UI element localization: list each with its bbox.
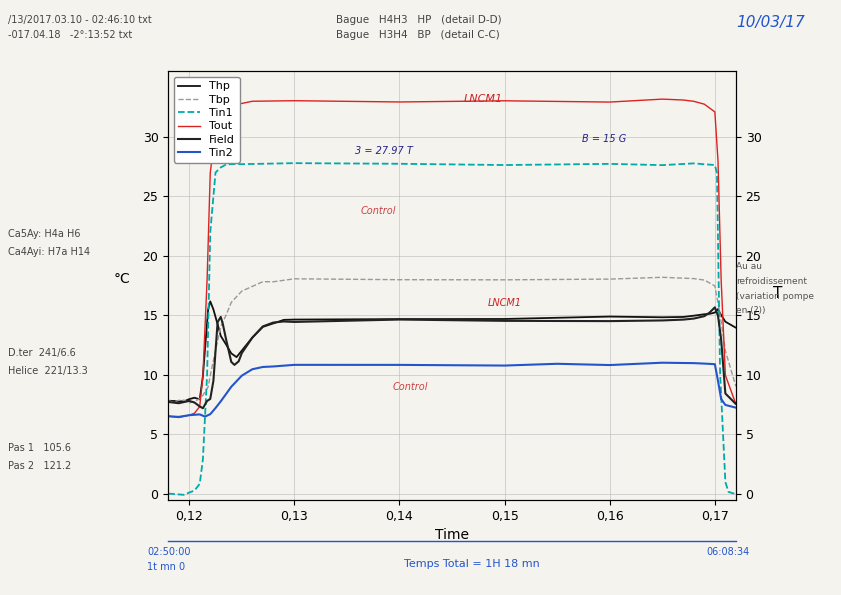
Text: /13/2017.03.10 - 02:46:10 txt: /13/2017.03.10 - 02:46:10 txt: [8, 15, 152, 25]
X-axis label: Time: Time: [435, 528, 469, 542]
Text: (variation pompe: (variation pompe: [736, 292, 814, 300]
Text: Helice  221/13.3: Helice 221/13.3: [8, 366, 88, 376]
Text: en (?)): en (?)): [736, 306, 765, 315]
Text: -017.04.18   -2°:13:52 txt: -017.04.18 -2°:13:52 txt: [8, 30, 133, 40]
Text: Pas 2   121.2: Pas 2 121.2: [8, 461, 71, 471]
Text: 10/03/17: 10/03/17: [736, 15, 805, 30]
Text: Au au: Au au: [736, 262, 762, 271]
Text: LNCM1: LNCM1: [464, 94, 503, 104]
Text: B = 15 G: B = 15 G: [582, 134, 627, 144]
Y-axis label: °C: °C: [114, 271, 130, 286]
Text: 1t mn 0: 1t mn 0: [147, 562, 185, 572]
Text: 3 = 27.97 T: 3 = 27.97 T: [355, 146, 413, 156]
Text: LNCM1: LNCM1: [488, 299, 521, 308]
Text: Bague   H3H4   BP   (detail C-C): Bague H3H4 BP (detail C-C): [336, 30, 500, 40]
Text: Ca4Ayi: H7a H14: Ca4Ayi: H7a H14: [8, 247, 91, 257]
Text: Temps Total = 1H 18 mn: Temps Total = 1H 18 mn: [404, 559, 539, 569]
Text: Control: Control: [361, 206, 396, 215]
Text: Ca5Ay: H4a H6: Ca5Ay: H4a H6: [8, 229, 81, 239]
Text: Control: Control: [392, 382, 428, 392]
Y-axis label: T: T: [774, 286, 783, 300]
Legend: Thp, Tbp, Tin1, Tout, Field, Tin2: Thp, Tbp, Tin1, Tout, Field, Tin2: [174, 77, 240, 162]
Text: refroidissement: refroidissement: [736, 277, 807, 286]
Text: D.ter  241/6.6: D.ter 241/6.6: [8, 348, 77, 358]
Text: Bague   H4H3   HP   (detail D-D): Bague H4H3 HP (detail D-D): [336, 15, 502, 25]
Text: 06:08:34: 06:08:34: [706, 547, 749, 558]
Text: 02:50:00: 02:50:00: [147, 547, 191, 558]
Text: Pas 1   105.6: Pas 1 105.6: [8, 443, 71, 453]
